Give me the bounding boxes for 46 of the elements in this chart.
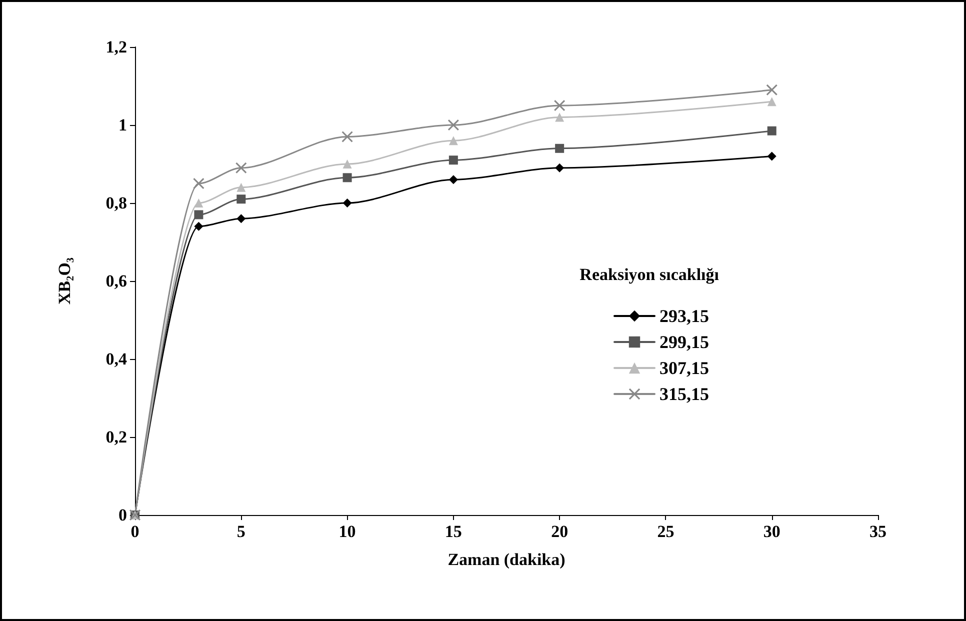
point [236, 162, 247, 174]
point [767, 126, 776, 136]
point [555, 112, 564, 122]
x-tick-label: 20 [551, 522, 568, 541]
x-tick-label: 35 [870, 522, 886, 541]
point [194, 198, 204, 208]
x-tick-label: 10 [338, 522, 356, 541]
point [448, 120, 459, 130]
legend-label: 315,15 [660, 384, 709, 404]
point [448, 136, 458, 146]
point [193, 178, 204, 189]
x-tick-label: 25 [657, 522, 674, 541]
point [236, 214, 246, 224]
x-tick-label: 15 [444, 522, 462, 541]
point [767, 97, 776, 106]
point [555, 144, 564, 153]
legend-label: 299,15 [660, 332, 709, 352]
point [342, 131, 353, 142]
point [767, 152, 776, 161]
legend-label: 307,15 [660, 358, 709, 378]
point [194, 210, 204, 220]
legend-title: Reaksiyon sıcaklığı [580, 265, 720, 284]
y-tick-label: 0,4 [106, 350, 128, 368]
y-tick-label: 0 [118, 506, 127, 524]
y-tick-label: 0,2 [106, 428, 127, 446]
x-tick-label: 0 [130, 522, 140, 541]
point [448, 156, 458, 165]
point [236, 194, 246, 204]
point [236, 182, 246, 192]
point [555, 163, 564, 172]
x-axis-title: Zaman (dakika) [448, 550, 566, 569]
point [554, 100, 566, 111]
point [342, 173, 352, 182]
point [448, 175, 458, 184]
point [194, 222, 204, 231]
y-axis-title: XB₂O₃ [55, 257, 74, 305]
x-tick-label: 5 [236, 522, 246, 541]
point [342, 160, 352, 168]
point [766, 84, 778, 96]
y-tick-label: 0,6 [106, 272, 127, 290]
y-tick-label: 1,2 [106, 38, 127, 56]
y-tick-label: 1 [118, 116, 127, 134]
point [342, 198, 352, 208]
x-tick-label: 30 [763, 522, 780, 541]
y-tick-label: 0,8 [106, 194, 127, 212]
legend-label: 293,15 [660, 306, 709, 326]
